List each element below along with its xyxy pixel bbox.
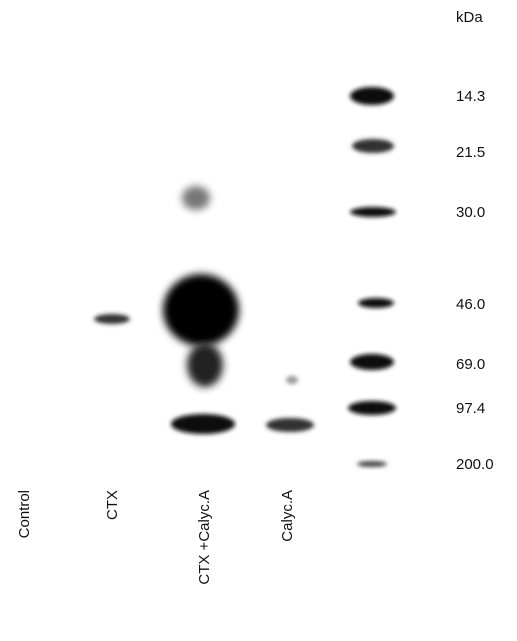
gel-image: kDa 14.3 21.5 30.0 46.0 69.0 97.4 200.0 Contro… (0, 0, 517, 641)
sample-bands (94, 186, 314, 434)
marker-label: 21.5 (456, 144, 485, 161)
lane-label: CTX (104, 490, 121, 520)
marker-label: 30.0 (456, 204, 485, 221)
marker-label: 14.3 (456, 88, 485, 105)
lane-labels: Control CTX CTX +Calyc.A Calyc.A (16, 490, 296, 585)
marker-bands (348, 87, 396, 467)
marker-label: 97.4 (456, 400, 485, 417)
lane-label: Control (16, 490, 33, 538)
unit-label: kDa (456, 9, 483, 26)
marker-label: 69.0 (456, 356, 485, 373)
lane-label: Calyc.A (279, 490, 296, 542)
lane-label: CTX +Calyc.A (196, 490, 213, 585)
marker-label: 200.0 (456, 456, 494, 473)
marker-label: 46.0 (456, 296, 485, 313)
marker-labels: 14.3 21.5 30.0 46.0 69.0 97.4 200.0 (456, 88, 494, 473)
